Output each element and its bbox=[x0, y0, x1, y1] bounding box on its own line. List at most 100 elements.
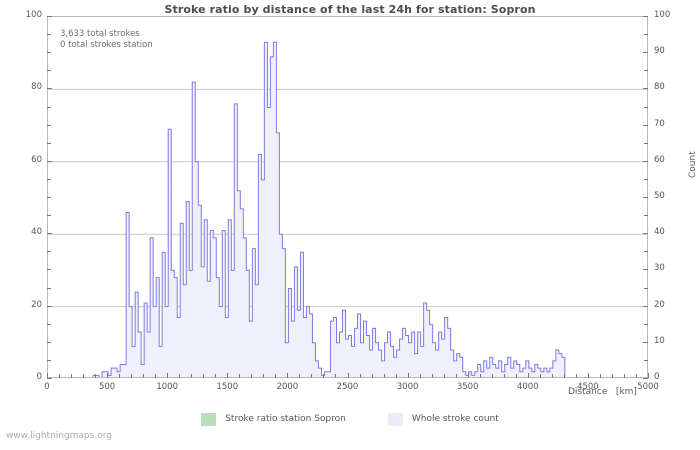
axis-tick-mark bbox=[275, 374, 277, 378]
legend-item-whole-stroke-count[interactable]: Whole stroke count bbox=[387, 412, 499, 426]
axis-tick-mark bbox=[643, 269, 648, 271]
axis-tick-mark bbox=[479, 374, 481, 378]
axis-tick-mark bbox=[643, 233, 648, 235]
y2-tick-label: 40 bbox=[654, 227, 665, 238]
axis-tick-mark bbox=[47, 178, 51, 180]
axis-tick-mark bbox=[515, 374, 517, 378]
x-tick-label: 1500 bbox=[216, 382, 239, 392]
axis-tick-mark bbox=[47, 215, 51, 217]
x-tick-label: 4500 bbox=[577, 382, 599, 392]
x-axis-label: Distance [km] bbox=[568, 387, 637, 397]
axis-tick-mark bbox=[47, 269, 51, 271]
y2-tick-label: 90 bbox=[654, 46, 665, 57]
axis-tick-mark bbox=[455, 374, 457, 378]
y2-tick-label: 50 bbox=[654, 191, 665, 201]
axis-tick-mark bbox=[47, 251, 51, 253]
axis-tick-mark bbox=[47, 305, 52, 307]
axis-tick-mark bbox=[47, 323, 51, 325]
y-tick-label: 80 bbox=[31, 82, 42, 93]
legend-swatch-stroke-ratio bbox=[201, 412, 217, 426]
axis-tick-mark bbox=[311, 374, 313, 378]
axis-tick-mark bbox=[643, 305, 648, 307]
axis-tick-mark bbox=[419, 374, 421, 378]
axis-tick-mark bbox=[644, 178, 648, 180]
axis-tick-mark bbox=[47, 16, 52, 17]
axis-tick-mark bbox=[179, 374, 181, 378]
axis-tick-mark bbox=[371, 374, 373, 378]
plot-area: 3,633 total strokes 0 total strokes stat… bbox=[47, 16, 648, 378]
axis-tick-mark bbox=[47, 287, 51, 289]
axis-tick-mark bbox=[575, 374, 577, 378]
legend-swatch-whole-stroke-count bbox=[387, 412, 403, 426]
axis-tick-mark bbox=[47, 52, 51, 54]
axis-tick-mark bbox=[347, 373, 349, 378]
axis-tick-mark bbox=[251, 374, 253, 378]
axis-tick-mark bbox=[467, 373, 469, 378]
axis-tick-mark bbox=[335, 374, 337, 378]
legend-item-stroke-ratio[interactable]: Stroke ratio station Sopron bbox=[201, 412, 346, 426]
x-tick-label: 5000 bbox=[637, 382, 659, 392]
axis-tick-mark bbox=[635, 374, 637, 378]
x-tick-label: 1000 bbox=[156, 382, 178, 392]
site-watermark: www.lightningmaps.org bbox=[6, 431, 112, 441]
axis-tick-mark bbox=[643, 378, 648, 379]
axis-tick-mark bbox=[323, 374, 325, 378]
axis-tick-mark bbox=[527, 373, 529, 378]
y2-axis-label: Count bbox=[688, 151, 698, 178]
y2-tick-label: 10 bbox=[654, 335, 665, 346]
axis-tick-mark bbox=[71, 374, 73, 378]
axis-tick-mark bbox=[643, 88, 648, 90]
x-tick-label: 2500 bbox=[336, 382, 359, 392]
axis-tick-mark bbox=[131, 374, 133, 378]
legend-label-stroke-ratio: Stroke ratio station Sopron bbox=[225, 414, 346, 424]
axis-tick-mark bbox=[119, 374, 121, 378]
y2-tick-label: 20 bbox=[654, 299, 665, 310]
axis-tick-mark bbox=[47, 106, 51, 108]
axis-tick-mark bbox=[644, 251, 648, 253]
axis-tick-mark bbox=[47, 160, 52, 162]
axis-tick-mark bbox=[155, 374, 157, 378]
axis-tick-mark bbox=[383, 374, 385, 378]
axis-tick-mark bbox=[263, 374, 265, 378]
axis-tick-mark bbox=[59, 374, 61, 378]
y2-tick-label: 30 bbox=[654, 263, 665, 274]
axis-tick-mark bbox=[644, 323, 648, 325]
axis-tick-mark bbox=[47, 70, 51, 72]
axis-tick-mark bbox=[47, 341, 51, 343]
axis-tick-mark bbox=[623, 374, 625, 378]
axis-tick-mark bbox=[395, 374, 397, 378]
axis-tick-mark bbox=[359, 374, 361, 378]
y-tick-label: 100 bbox=[25, 10, 42, 20]
axis-tick-mark bbox=[47, 88, 52, 90]
axis-tick-mark bbox=[644, 70, 648, 72]
plot-svg bbox=[48, 41, 647, 377]
axis-tick-mark bbox=[443, 374, 445, 378]
axis-tick-mark bbox=[643, 16, 648, 17]
axis-tick-mark bbox=[95, 374, 97, 378]
x-tick-label: 0 bbox=[44, 382, 50, 392]
axis-tick-mark bbox=[551, 374, 553, 378]
axis-tick-mark bbox=[299, 374, 301, 378]
axis-tick-mark bbox=[587, 373, 589, 378]
axis-tick-mark bbox=[191, 374, 193, 378]
axis-tick-mark bbox=[431, 374, 433, 378]
axis-tick-mark bbox=[407, 373, 409, 378]
axis-tick-mark bbox=[643, 341, 648, 343]
legend-label-whole-stroke-count: Whole stroke count bbox=[411, 414, 499, 424]
axis-tick-mark bbox=[503, 374, 505, 378]
x-tick-label: 4000 bbox=[516, 382, 539, 392]
axis-tick-mark bbox=[107, 373, 109, 378]
axis-tick-mark bbox=[47, 373, 48, 378]
axis-tick-mark bbox=[83, 374, 85, 378]
y-tick-label: 40 bbox=[31, 227, 42, 238]
axis-tick-mark bbox=[648, 373, 649, 378]
y-tick-label: 60 bbox=[31, 154, 42, 165]
axis-tick-mark bbox=[644, 215, 648, 217]
axis-tick-mark bbox=[47, 124, 51, 126]
y2-tick-label: 0 bbox=[654, 372, 660, 382]
y2-tick-label: 100 bbox=[654, 10, 671, 20]
axis-tick-mark bbox=[227, 373, 229, 378]
axis-tick-mark bbox=[563, 374, 565, 378]
axis-tick-mark bbox=[643, 197, 648, 198]
axis-tick-mark bbox=[239, 374, 241, 378]
